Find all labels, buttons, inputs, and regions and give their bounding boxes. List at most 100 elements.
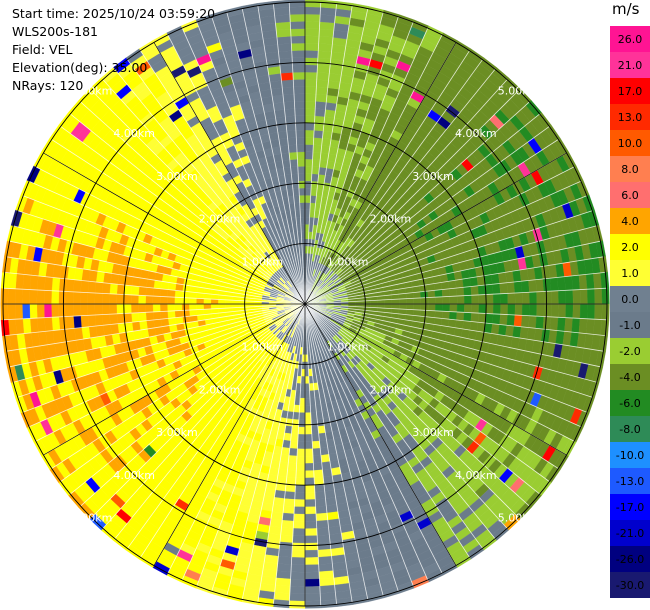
ray-gate — [318, 36, 334, 45]
ray-gate — [274, 584, 291, 594]
ray-gate — [314, 108, 326, 117]
ray-gate — [312, 440, 321, 449]
ray-gate — [499, 282, 508, 294]
ray-gate — [314, 484, 325, 493]
ray-gate — [291, 542, 306, 551]
ray-gate — [146, 319, 155, 330]
ray-gate — [304, 520, 317, 529]
ray-gate — [304, 158, 313, 167]
ray-gate — [290, 433, 299, 442]
ray-gate — [291, 557, 306, 566]
ray-gate — [289, 586, 306, 595]
ray-gate — [22, 303, 31, 319]
ray-gate — [188, 297, 197, 305]
ray-gate — [298, 419, 306, 428]
ray-gate — [319, 577, 335, 587]
ray-gate — [304, 564, 320, 573]
ray-gate — [290, 564, 306, 573]
ray-gate — [167, 310, 176, 319]
ray-gate — [43, 303, 52, 318]
ray-gate — [87, 303, 96, 316]
ray-gap — [304, 303, 519, 518]
ray-gate — [314, 491, 326, 500]
ray-gate — [470, 312, 479, 323]
ray-gate — [296, 455, 306, 464]
ray-gate — [0, 272, 10, 289]
ray-gap — [304, 225, 597, 305]
ray-gate — [94, 303, 103, 316]
ray-gate — [14, 288, 23, 305]
ray-gate — [478, 294, 487, 305]
ray-gate — [314, 115, 325, 124]
ray-gate — [549, 316, 559, 331]
ray-gate — [572, 303, 581, 319]
ray-gate — [304, 557, 319, 566]
ray-gap — [304, 272, 606, 305]
ray-gate — [321, 138, 332, 147]
ray-gate — [29, 317, 39, 333]
ray-gate — [294, 484, 306, 493]
ray-gate — [492, 313, 501, 325]
ray-gap — [304, 303, 353, 603]
ray-gap — [304, 303, 530, 507]
ray-gap — [304, 240, 601, 305]
ray-gate — [490, 323, 500, 335]
ray-gap — [304, 303, 384, 596]
ray-gate — [585, 318, 595, 335]
ray-gate — [109, 313, 118, 325]
ray-gate — [304, 600, 322, 609]
ray-gate — [469, 321, 479, 332]
ray-gate — [14, 303, 23, 320]
ray-gate — [299, 397, 306, 406]
ray-gate — [51, 316, 61, 331]
ray-gate — [280, 527, 294, 536]
ray-gate — [304, 513, 317, 522]
ray-gate — [477, 284, 487, 296]
ray-gate — [15, 273, 25, 290]
ray-gate — [463, 312, 472, 322]
ray-gate — [138, 286, 147, 296]
ray-gate — [304, 6, 321, 15]
ray-gate — [36, 303, 45, 319]
ray-gate — [442, 296, 451, 305]
ray-gap — [304, 303, 429, 581]
ray-gate — [299, 405, 306, 413]
ray-gap — [304, 27, 429, 305]
ray-gate — [65, 303, 74, 317]
ray-gate — [275, 577, 291, 587]
ray-gate — [514, 292, 523, 305]
ray-gate — [463, 286, 472, 296]
ray-gate — [123, 312, 133, 324]
ray-gate — [315, 101, 327, 110]
ray-gate — [317, 57, 331, 67]
ray-gap — [304, 180, 582, 305]
ray-gap — [304, 59, 483, 305]
ray-gate — [304, 448, 314, 457]
ray-gate — [500, 303, 509, 315]
ray-gate — [138, 295, 146, 305]
ray-gate — [44, 276, 53, 291]
ray-gate — [109, 303, 117, 315]
ray-gate — [550, 290, 559, 305]
ray-gate — [283, 498, 295, 507]
ray-gate — [304, 57, 319, 66]
ray-gate — [292, 535, 306, 544]
ray-gate — [557, 276, 566, 291]
ray-gate — [594, 288, 603, 305]
ray-gate — [304, 144, 314, 153]
ray-gate — [313, 137, 323, 146]
ray-gate — [80, 315, 89, 328]
ray-gate — [316, 534, 331, 544]
ray-gate — [321, 461, 332, 470]
ray-gate — [304, 419, 312, 428]
ray-gate — [94, 281, 104, 294]
ray-gate — [65, 315, 75, 330]
ray-gate — [196, 303, 204, 310]
ray-gate — [295, 470, 306, 479]
ray-gate — [273, 599, 290, 609]
ray-gate — [601, 287, 610, 305]
ray-gate — [311, 433, 320, 442]
ray-gate — [274, 489, 286, 499]
ray-gap — [304, 69, 496, 305]
ray-gate — [322, 468, 333, 478]
